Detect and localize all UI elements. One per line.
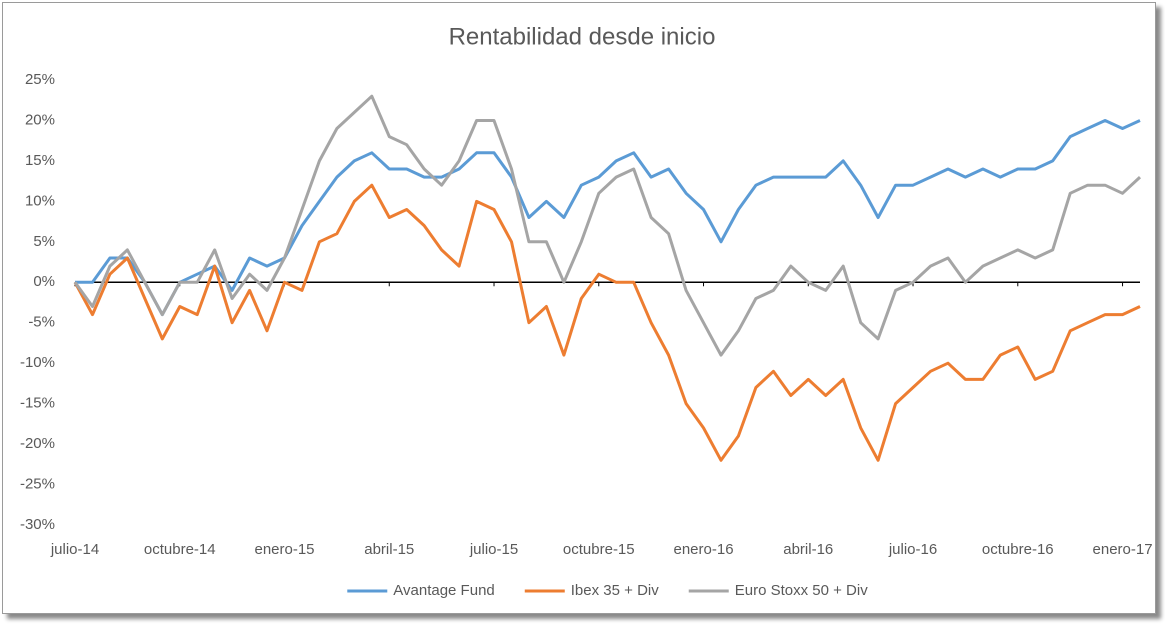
series-line [73, 94, 1142, 357]
x-tick-label: octubre-14 [144, 541, 216, 558]
y-tick-label: -10% [20, 354, 55, 371]
y-tick-label: -20% [20, 435, 55, 452]
x-tick-label: octubre-16 [982, 541, 1054, 558]
legend-label: Avantage Fund [393, 582, 494, 599]
y-tick-label: -30% [20, 516, 55, 533]
legend-label: Ibex 35 + Div [571, 582, 659, 599]
legend-label: Euro Stoxx 50 + Div [735, 582, 868, 599]
y-tick-label: 5% [33, 233, 55, 250]
series-line [73, 183, 1141, 462]
x-tick-label: enero-15 [254, 541, 314, 558]
x-tick-label: octubre-15 [563, 541, 635, 558]
x-tick-label: abril-16 [783, 541, 833, 558]
y-tick-label: 20% [25, 111, 55, 128]
y-tick-label: 0% [33, 273, 55, 290]
y-tick-label: -15% [20, 395, 55, 412]
x-tick-label: julio-16 [888, 541, 937, 558]
x-tick-label: abril-15 [364, 541, 414, 558]
y-tick-label: 10% [25, 192, 55, 209]
y-tick-label: -25% [20, 476, 55, 493]
y-tick-label: 25% [25, 71, 55, 88]
x-tick-label: julio-14 [50, 541, 99, 558]
series-line [75, 119, 1141, 317]
y-tick-label: -5% [28, 314, 55, 331]
x-tick-label: enero-16 [674, 541, 734, 558]
chart-title: Rentabilidad desde inicio [449, 23, 716, 50]
y-tick-label: 15% [25, 152, 55, 169]
x-tick-label: enero-17 [1093, 541, 1153, 558]
x-tick-label: julio-15 [469, 541, 518, 558]
